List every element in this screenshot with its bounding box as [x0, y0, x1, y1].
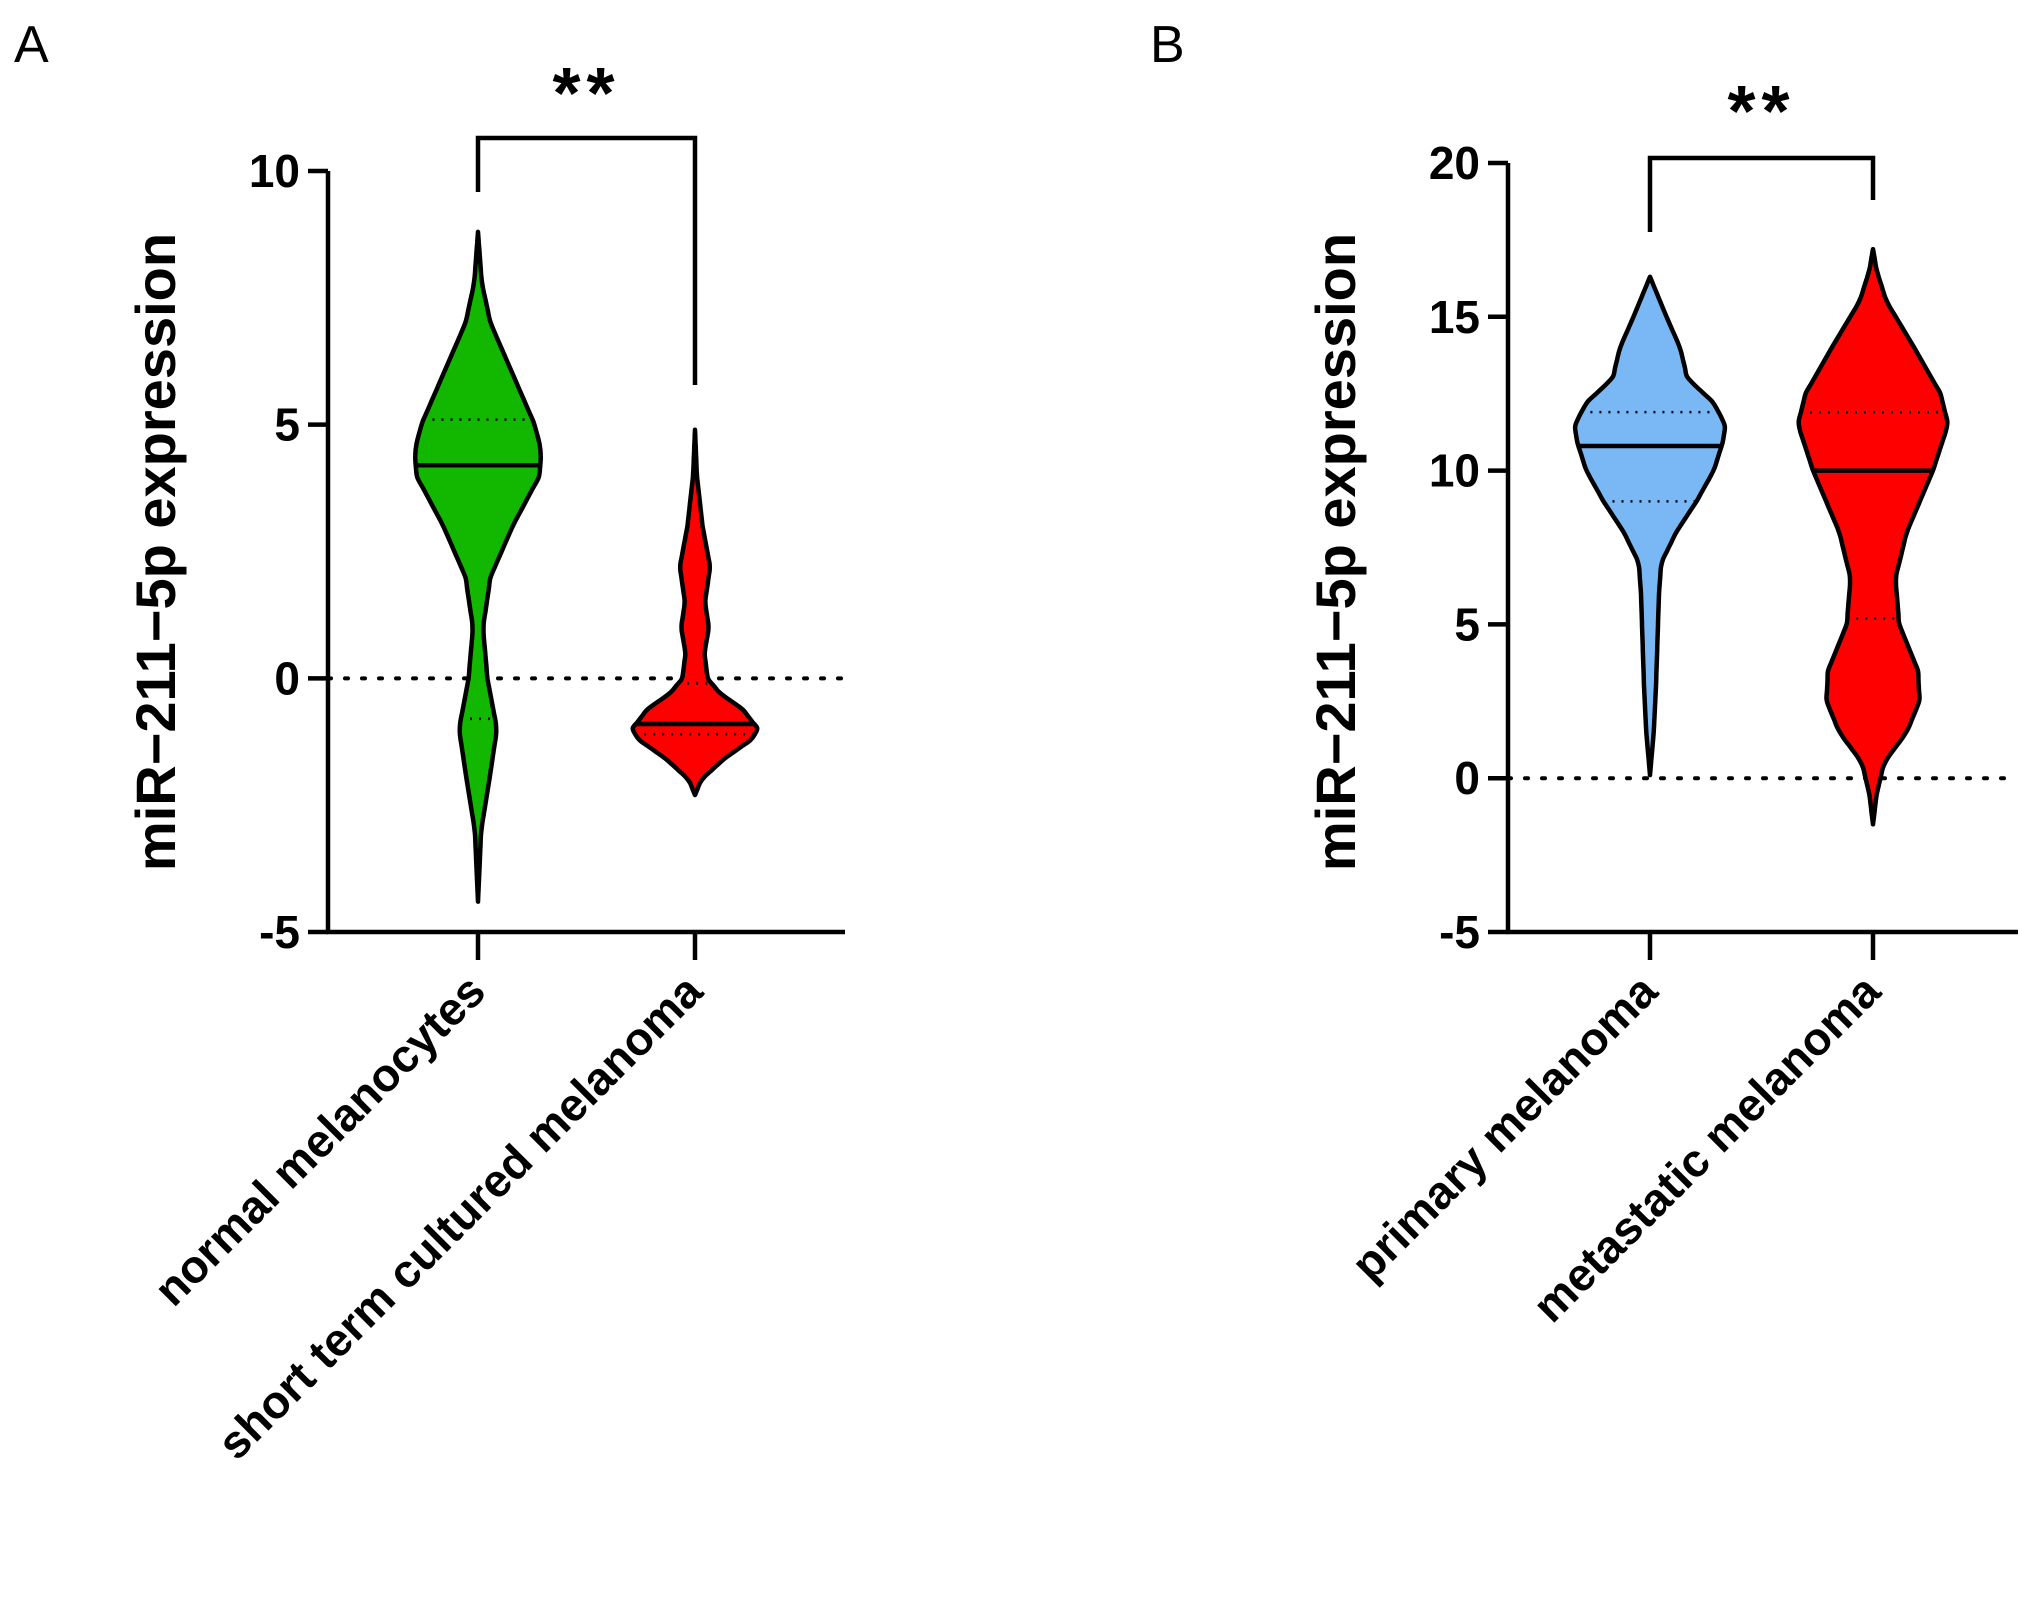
- panel-a-significance-label: **: [552, 54, 620, 134]
- panel-b-ytick-label-0: 20: [1429, 137, 1480, 189]
- panel-a-label: A: [14, 16, 49, 74]
- panel-b-ytick-label-3: 5: [1454, 598, 1480, 650]
- panel-a-ytick-label-2: 0: [274, 652, 300, 704]
- panel-a-ytick-label-3: -5: [259, 906, 300, 958]
- panel-a-violin-0: [413, 229, 543, 904]
- panel-a-ytick-label-0: 10: [249, 145, 300, 197]
- panel-b-violin-0: [1572, 274, 1728, 778]
- panel-b-ytick-label-4: 0: [1454, 752, 1480, 804]
- panel-b-significance-bracket: [1647, 155, 1876, 232]
- panel-a-category-label-1: short term cultured melanoma: [207, 964, 712, 1469]
- panel-b-ylabel: miR−211−5p expression: [1304, 233, 1367, 871]
- panel-b-significance-label: **: [1727, 72, 1795, 152]
- panel-a-ylabel: miR−211−5p expression: [124, 233, 187, 871]
- panel-a-ytick-label-1: 5: [274, 399, 300, 451]
- panel-b-ytick-label-5: -5: [1439, 906, 1480, 958]
- panel-b-violin-1: [1796, 246, 1950, 827]
- panel-a-significance-bracket: [475, 135, 698, 385]
- panel-b-ytick-label-1: 15: [1429, 291, 1480, 343]
- panel-a-violin-1: [630, 427, 760, 798]
- panel-b-ytick-label-2: 10: [1429, 445, 1480, 497]
- panel-b-label: B: [1150, 16, 1185, 74]
